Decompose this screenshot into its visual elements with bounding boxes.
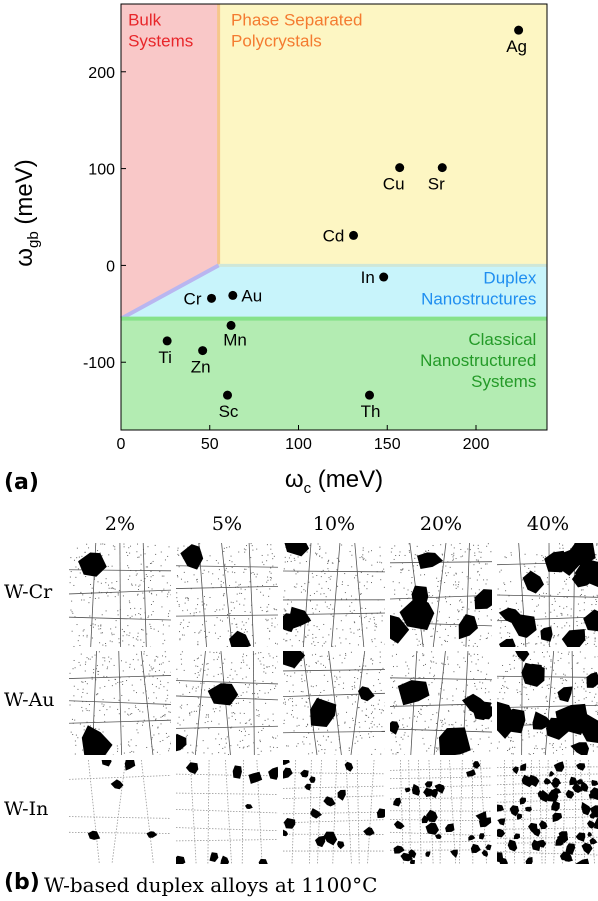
data-point-in <box>379 272 389 282</box>
row-header-w-in: W-In <box>4 798 49 820</box>
point-label: Mn <box>223 330 247 349</box>
micrograph-w-in-2 <box>176 760 278 864</box>
point-label: Ag <box>506 37 527 56</box>
x-tick-label: 100 <box>285 436 312 453</box>
data-point-cr <box>207 293 217 303</box>
region-label: Phase Separated Polycrystals <box>231 11 362 51</box>
ticks: 0 50 100 150 200 -100 0 100 200 <box>83 65 489 453</box>
micrograph-w-au-4 <box>390 651 492 755</box>
data-point-sc <box>223 390 232 400</box>
point-label: Zn <box>191 358 211 377</box>
region-phase-separated-polycrystals <box>218 4 547 266</box>
region-label: Classical Nanostructured Systems <box>420 330 536 391</box>
point-label: Th <box>361 402 381 421</box>
y-tick-label: 200 <box>88 65 115 82</box>
data-point-cu <box>395 163 405 173</box>
micrograph-w-au-2 <box>176 651 278 755</box>
data-point-th <box>365 390 374 400</box>
data-point-ti <box>162 336 172 346</box>
region-bulk-systems <box>121 4 219 319</box>
point-label: In <box>361 268 375 287</box>
point-label: Cu <box>383 175 405 194</box>
point-label: Au <box>241 286 262 305</box>
y-tick-label: 0 <box>106 258 115 275</box>
axes <box>120 3 548 431</box>
data-point-mn <box>226 320 236 330</box>
micrograph-w-cr-4 <box>390 543 492 647</box>
micrograph-w-in-3 <box>283 760 385 864</box>
row-header-w-cr: W-Cr <box>4 581 53 603</box>
data-points: Ag Cu Sr Cd In Cr Au Mn Ti Zn Sc Th <box>158 25 527 421</box>
x-tick-label: 0 <box>117 436 126 453</box>
region-labels: Bulk Systems Phase Separated Polycrystals Du… <box>128 11 537 391</box>
phase-regions <box>121 4 547 430</box>
micrograph-w-cr-5 <box>497 543 598 647</box>
micrograph-w-in-4 <box>390 760 492 864</box>
region-label: Bulk Systems <box>128 11 193 51</box>
data-point-sr <box>437 163 447 173</box>
micrograph-w-au-5 <box>497 651 598 755</box>
row-header-w-au: W-Au <box>4 689 55 711</box>
x-tick-label: 50 <box>201 436 219 453</box>
column-header-2: 5% <box>211 513 243 535</box>
point-label: Sc <box>219 402 239 421</box>
data-point-zn <box>198 346 208 356</box>
point-label: Cd <box>323 226 345 245</box>
panel-a-label: (a) <box>4 470 39 495</box>
phase-diagram-chart: 0 50 100 150 200 -100 0 100 200 Bulk Systems Phase… <box>11 3 548 497</box>
region-boundaries <box>120 4 547 321</box>
point-label: Ti <box>158 348 172 367</box>
point-label: Sr <box>428 175 445 194</box>
data-point-au <box>228 290 238 300</box>
plot-frame <box>120 3 548 431</box>
region-label: Duplex Nanostructures <box>421 268 537 308</box>
data-point-cd <box>349 230 359 240</box>
panel-b-label: (b) <box>4 870 40 895</box>
x-axis-label: ωc (meV) <box>285 466 383 497</box>
column-header-4: 20% <box>419 513 463 535</box>
column-header-1: 2% <box>104 513 136 535</box>
region-classical-nanostructured-systems <box>121 318 547 430</box>
panel-b-caption: W-based duplex alloys at 1100°C <box>44 873 378 897</box>
x-tick-label: 200 <box>463 436 490 453</box>
micrograph-w-au-1 <box>69 651 171 755</box>
x-tick-label: 150 <box>374 436 401 453</box>
point-label: Cr <box>184 289 202 308</box>
y-tick-label: -100 <box>83 355 115 372</box>
micrograph-w-cr-1 <box>69 543 171 647</box>
column-header-3: 10% <box>312 513 356 535</box>
micrograph-w-au-3 <box>283 651 385 755</box>
y-tick-label: 100 <box>88 162 115 179</box>
region-duplex-nanostructures <box>121 265 547 319</box>
column-header-5: 40% <box>526 513 570 535</box>
micrograph-w-in-5 <box>497 760 598 864</box>
data-point-ag <box>514 25 524 35</box>
boundary-bulk-duplex <box>120 263 220 321</box>
micrograph-w-cr-3 <box>283 543 385 647</box>
micrograph-w-in-1 <box>69 760 171 864</box>
micrograph-w-cr-2 <box>176 543 278 647</box>
y-axis-label: ωgb (meV) <box>11 159 42 266</box>
